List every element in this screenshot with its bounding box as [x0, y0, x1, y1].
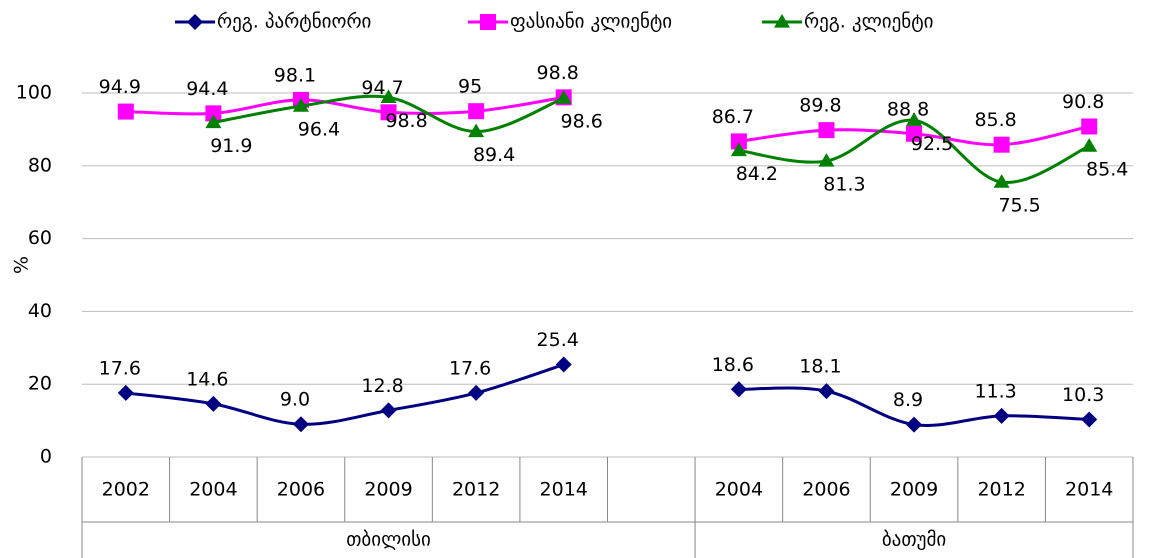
data-point: [906, 112, 923, 126]
data-point: [468, 384, 485, 401]
data-point: [1081, 118, 1098, 135]
data-label: 94.7: [361, 77, 403, 99]
y-tick-label: 60: [28, 227, 52, 249]
data-label: 98.8: [537, 62, 579, 84]
data-point: [380, 104, 397, 121]
data-point: [818, 153, 835, 167]
data-point: [730, 381, 747, 398]
data-point: [818, 383, 835, 400]
data-label: 18.6: [712, 354, 754, 376]
legend-label: ფასიანი კლიენტი: [510, 11, 672, 33]
data-point: [205, 395, 222, 412]
data-point: [117, 103, 134, 120]
group-label: ბათუმი: [882, 529, 946, 551]
data-label: 10.3: [1062, 384, 1104, 406]
y-tick-label: 20: [28, 373, 52, 395]
data-label: 95: [458, 76, 482, 98]
data-label: 90.8: [1062, 91, 1104, 113]
x-tick-label: 2009: [364, 479, 412, 501]
data-label: 75.5: [998, 195, 1040, 217]
data-point: [730, 142, 747, 157]
data-point: [993, 407, 1010, 424]
data-label: 12.8: [361, 375, 403, 397]
data-label: 94.9: [99, 76, 141, 98]
x-tick-label: 2012: [452, 479, 500, 501]
data-label: 88.8: [887, 98, 929, 120]
legend-label: რეგ. კლიენტი: [804, 11, 933, 33]
data-label: 91.9: [210, 135, 252, 157]
data-label: 9.0: [280, 389, 310, 411]
data-label: 98.6: [561, 111, 603, 133]
legend-marker: [480, 14, 496, 30]
data-point: [468, 103, 485, 120]
data-point: [1081, 411, 1098, 428]
data-point: [906, 416, 923, 433]
legend-marker: [774, 14, 790, 28]
data-label: 25.4: [537, 329, 579, 351]
series-line: [125, 95, 564, 116]
data-label: 98.8: [385, 110, 427, 132]
data-label: 8.9: [893, 389, 923, 411]
data-label: 85.4: [1086, 159, 1128, 181]
data-label: 11.3: [974, 380, 1016, 402]
legend-marker: [187, 14, 203, 30]
data-point: [292, 98, 309, 112]
data-label: 98.1: [274, 64, 316, 86]
x-tick-label: 2002: [102, 479, 150, 501]
legend-label: რეგ. პარტნიორი: [217, 11, 371, 33]
data-label: 17.6: [449, 357, 491, 379]
data-point: [380, 402, 397, 419]
x-tick-label: 2012: [977, 479, 1025, 501]
data-point: [906, 125, 923, 142]
data-label: 14.6: [186, 368, 228, 390]
data-label: 89.4: [473, 144, 515, 166]
series-line: [125, 363, 565, 426]
data-point: [555, 356, 572, 373]
x-tick-label: 2006: [277, 479, 325, 501]
x-tick-label: 2014: [1065, 479, 1113, 501]
y-tick-label: 80: [28, 154, 52, 176]
x-tick-label: 2004: [715, 479, 763, 501]
data-point: [730, 133, 747, 150]
data-point: [1081, 138, 1098, 152]
data-point: [380, 89, 397, 103]
data-point: [292, 416, 309, 433]
group-label: თბილისი: [346, 529, 431, 551]
x-tick-label: 2006: [802, 479, 850, 501]
data-label: 89.8: [799, 95, 841, 117]
data-point: [468, 123, 485, 138]
y-axis-label: %: [11, 256, 33, 274]
x-tick-label: 2004: [189, 479, 237, 501]
data-label: 17.6: [99, 357, 141, 379]
data-label: 94.4: [186, 78, 228, 100]
data-label: 92.5: [911, 133, 953, 155]
data-point: [205, 114, 222, 129]
data-label: 85.8: [974, 109, 1016, 131]
data-point: [993, 174, 1010, 188]
data-point: [818, 122, 835, 139]
y-tick-label: 0: [40, 446, 52, 468]
data-label: 84.2: [736, 163, 778, 185]
data-point: [205, 105, 222, 122]
x-tick-label: 2014: [540, 479, 588, 501]
data-label: 86.7: [712, 106, 754, 128]
data-label: 81.3: [823, 174, 865, 196]
y-tick-label: 100: [16, 82, 52, 104]
data-label: 18.1: [799, 356, 841, 378]
x-tick-label: 2009: [890, 479, 938, 501]
data-point: [117, 384, 134, 401]
data-point: [993, 136, 1010, 153]
data-label: 96.4: [298, 119, 340, 141]
y-tick-label: 40: [28, 300, 52, 322]
data-point: [555, 90, 572, 104]
